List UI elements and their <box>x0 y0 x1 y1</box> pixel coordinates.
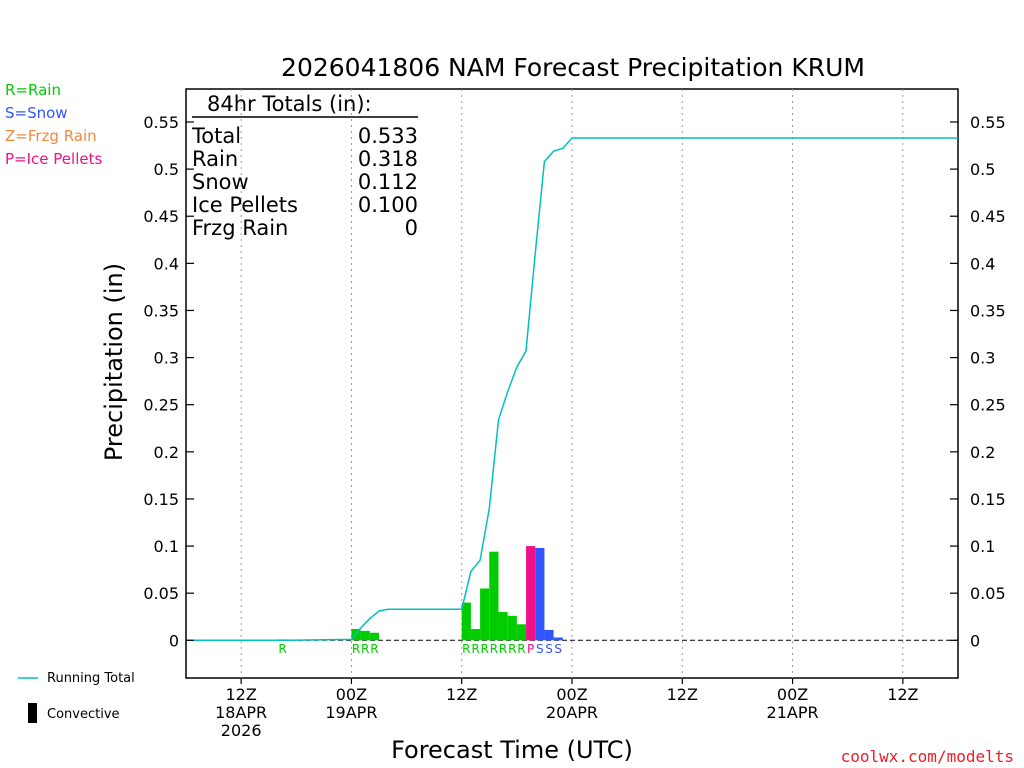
y-tick-label: 0.05 <box>143 584 179 603</box>
x-axis-label: Forecast Time (UTC) <box>391 736 633 764</box>
running-total-line <box>186 137 958 642</box>
precip-type-label: R <box>481 642 489 656</box>
precip-bar <box>369 632 379 641</box>
y-tick-label: 0.15 <box>970 490 1006 509</box>
x-tick-label: 12Z <box>446 685 477 704</box>
y-tick-label: 0.15 <box>143 490 179 509</box>
precip-type-label: R <box>278 642 286 656</box>
x-tick-label: 12Z <box>887 685 918 704</box>
y-axis-right: 0 0.05 0.1 0.15 0.2 0.25 0.3 0.35 0.4 0.45 0.5 0.55 <box>950 113 1006 650</box>
y-tick-label: 0.4 <box>970 254 995 273</box>
running-total-legend-label: Running Total <box>47 671 135 686</box>
totals-row-value: 0 <box>405 216 418 240</box>
totals-box: 84hr Totals (in): Total 0.533 Rain 0.318 Sno… <box>191 92 418 240</box>
legend-item-S: S=Snow <box>5 104 68 122</box>
y-tick-label: 0.2 <box>970 443 995 462</box>
precip-type-label: R <box>361 642 369 656</box>
y-tick-label: 0.35 <box>970 301 1006 320</box>
x-tick-label: 00Z <box>336 685 367 704</box>
y-axis-left: 0 0.05 0.1 0.15 0.2 0.25 0.3 0.35 0.4 0.45 0.5 0.55 <box>143 113 194 650</box>
precip-type-label: P <box>527 642 534 656</box>
precip-bar <box>526 546 536 641</box>
precip-bar <box>516 624 527 641</box>
precip-type-label: R <box>471 642 479 656</box>
x-tick-label: 18APR <box>215 703 267 722</box>
totals-row-label: Rain <box>192 147 238 171</box>
y-tick-label: 0.05 <box>970 584 1006 603</box>
credit-link[interactable]: coolwx.com/modelts <box>841 747 1014 766</box>
y-tick-label: 0.1 <box>970 537 995 556</box>
precip-type-label: R <box>370 642 378 656</box>
convective-legend-label: Convective <box>47 707 120 722</box>
precip-bar <box>507 615 517 641</box>
y-tick-label: 0.5 <box>154 160 179 179</box>
vertical-grid <box>240 89 904 678</box>
precip-bar <box>498 612 508 641</box>
x-tick-label: 00Z <box>777 685 808 704</box>
legend-item-P: P=Ice Pellets <box>5 150 102 168</box>
precip-type-label: R <box>490 642 498 656</box>
precip-bar <box>535 547 545 641</box>
precip-bar <box>544 629 554 641</box>
y-tick-label: 0.55 <box>970 113 1006 132</box>
y-tick-label: 0 <box>970 631 980 650</box>
y-tick-label: 0.25 <box>970 396 1006 415</box>
y-tick-label: 0.45 <box>970 207 1006 226</box>
y-tick-label: 0.2 <box>154 443 179 462</box>
y-tick-label: 0.3 <box>154 349 179 368</box>
precip-bar <box>489 551 499 641</box>
x-tick-label: 19APR <box>325 703 377 722</box>
convective-legend-swatch <box>28 703 37 723</box>
y-tick-label: 0.4 <box>154 254 179 273</box>
x-tick-label: 12Z <box>667 685 698 704</box>
y-tick-label: 0.55 <box>143 113 179 132</box>
y-tick-label: 0.45 <box>143 207 179 226</box>
totals-row-value: 0.112 <box>358 170 418 194</box>
totals-row-label: Total <box>191 124 241 148</box>
totals-row-value: 0.318 <box>358 147 418 171</box>
legend-item-R: R=Rain <box>5 81 61 99</box>
precip-type-label: R <box>462 642 470 656</box>
chart-title: 2026041806 NAM Forecast Precipitation KR… <box>281 53 865 82</box>
y-tick-label: 0.3 <box>970 349 995 368</box>
totals-row-label: Ice Pellets <box>192 193 298 217</box>
x-tick-label: 20APR <box>546 703 598 722</box>
precip-bar <box>480 588 490 641</box>
totals-row-value: 0.533 <box>358 124 418 148</box>
totals-row-label: Snow <box>192 170 249 194</box>
y-tick-label: 0.35 <box>143 301 179 320</box>
bottom-legend: Running Total Convective <box>18 671 135 723</box>
precip-bar <box>360 630 370 641</box>
precip-bar <box>553 637 563 641</box>
x-tick-label: 00Z <box>556 685 587 704</box>
y-tick-label: 0.25 <box>143 396 179 415</box>
precip-type-label: S <box>536 642 544 656</box>
y-tick-label: 0.1 <box>154 537 179 556</box>
precip-type-label: S <box>554 642 562 656</box>
totals-header: 84hr Totals (in): <box>207 92 372 116</box>
y-axis-label: Precipitation (in) <box>100 263 128 461</box>
totals-row-label: Frzg Rain <box>192 216 288 240</box>
precip-bar <box>461 602 471 641</box>
totals-row-value: 0.100 <box>358 193 418 217</box>
precip-type-label: S <box>545 642 553 656</box>
x-tick-label: 12Z <box>225 685 256 704</box>
precip-type-label: R <box>508 642 516 656</box>
legend-item-Z: Z=Frzg Rain <box>5 127 97 145</box>
precip-bar <box>470 628 481 641</box>
precip-type-legend: R=Rain S=Snow Z=Frzg Rain P=Ice Pellets <box>5 81 102 168</box>
precip-type-label: R <box>352 642 360 656</box>
precip-type-label: R <box>499 642 507 656</box>
y-tick-label: 0.5 <box>970 160 995 179</box>
x-tick-label: 2026 <box>221 721 262 740</box>
y-tick-label: 0 <box>169 631 179 650</box>
precip-bars <box>277 546 563 641</box>
precip-type-label: R <box>517 642 525 656</box>
x-tick-label: 21APR <box>767 703 819 722</box>
